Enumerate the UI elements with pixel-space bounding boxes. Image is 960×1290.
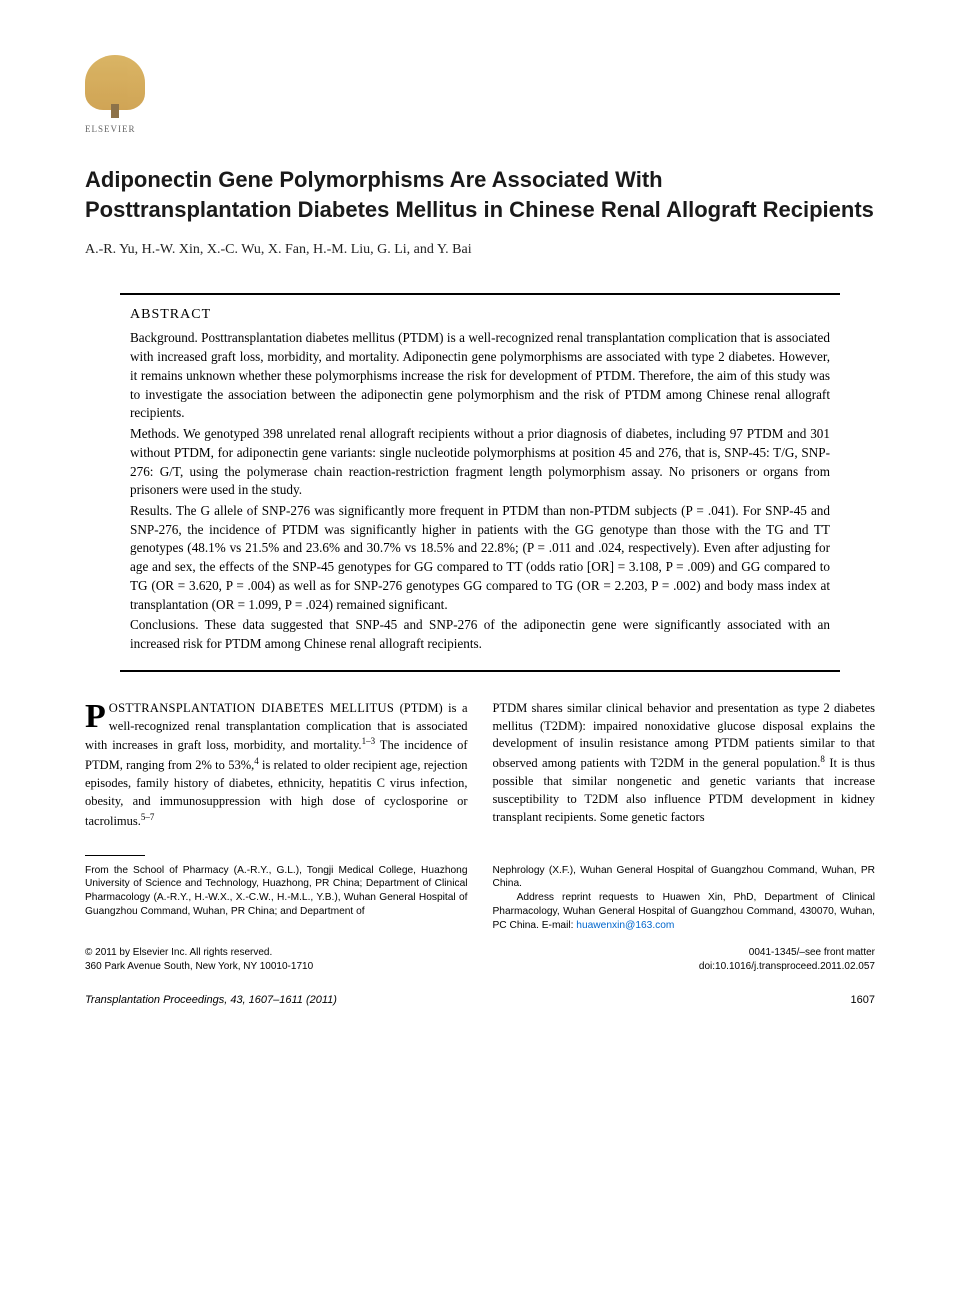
results-label: Results. [130,503,172,518]
abstract-heading: ABSTRACT [130,307,830,323]
ref-3: 5–7 [141,812,155,822]
methods-text: We genotyped 398 unrelated renal allogra… [130,426,830,497]
abstract-background: Background. Posttransplantation diabetes… [130,329,830,423]
publisher-name: ELSEVIER [85,124,155,134]
body-columns: POSTTRANSPLANTATION DIABETES MELLITUS (P… [85,700,875,831]
conclusions-text: These data suggested that SNP-45 and SNP… [130,617,830,651]
lead-text: OSTTRANSPLANTATION DIABETES MELLITUS [109,701,394,715]
abstract-results: Results. The G allele of SNP-276 was sig… [130,502,830,614]
journal-footer: Transplantation Proceedings, 43, 1607–16… [85,994,875,1006]
dropcap: P [85,700,109,732]
body-column-left: POSTTRANSPLANTATION DIABETES MELLITUS (P… [85,700,468,831]
affil-right-1: Nephrology (X.F.), Wuhan General Hospita… [493,865,876,890]
results-text: The G allele of SNP-276 was significantl… [130,503,830,612]
conclusions-label: Conclusions. [130,617,199,632]
issn-line: 0041-1345/–see front matter [699,946,875,960]
affil-right-2: Address reprint requests to Huawen Xin, … [493,892,876,931]
methods-label: Methods. [130,426,179,441]
publisher-logo: ELSEVIER [85,55,155,135]
authors-line: A.-R. Yu, H.-W. Xin, X.-C. Wu, X. Fan, H… [85,242,875,258]
affiliations: From the School of Pharmacy (A.-R.Y., G.… [85,864,875,933]
body-column-right: PTDM shares similar clinical behavior an… [493,700,876,831]
body-text-4: PTDM shares similar clinical behavior an… [493,701,876,770]
ref-1: 1–3 [362,736,376,746]
footer-right: 0041-1345/–see front matter doi:10.1016/… [699,946,875,974]
journal-citation: Transplantation Proceedings, 43, 1607–16… [85,994,337,1006]
abstract-conclusions: Conclusions. These data suggested that S… [130,616,830,653]
abstract-block: ABSTRACT Background. Posttransplantation… [120,293,840,671]
background-text: Posttransplantation diabetes mellitus (P… [130,330,830,420]
corresponding-email[interactable]: huawenxin@163.com [576,920,674,931]
separator-rule [85,855,145,856]
affiliation-right: Nephrology (X.F.), Wuhan General Hospita… [493,864,876,933]
footer: © 2011 by Elsevier Inc. All rights reser… [85,946,875,974]
abstract-methods: Methods. We genotyped 398 unrelated rena… [130,425,830,500]
article-title: Adiponectin Gene Polymorphisms Are Assoc… [85,165,875,224]
affiliation-left: From the School of Pharmacy (A.-R.Y., G.… [85,864,468,933]
page-number: 1607 [851,994,875,1006]
background-label: Background. [130,330,198,345]
copyright-line: © 2011 by Elsevier Inc. All rights reser… [85,946,313,960]
elsevier-tree-icon [85,55,145,110]
publisher-address: 360 Park Avenue South, New York, NY 1001… [85,960,313,974]
footer-left: © 2011 by Elsevier Inc. All rights reser… [85,946,313,974]
doi-line: doi:10.1016/j.transproceed.2011.02.057 [699,960,875,974]
